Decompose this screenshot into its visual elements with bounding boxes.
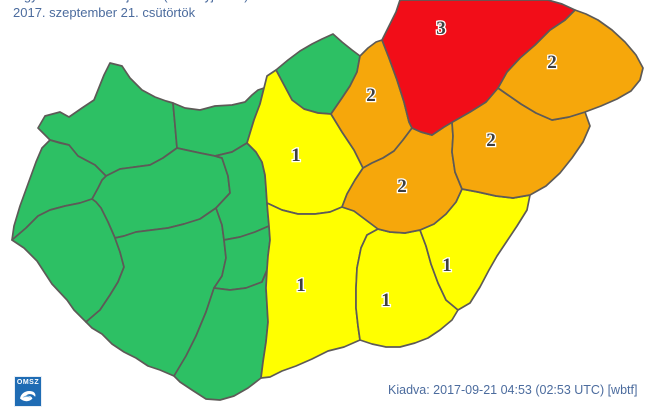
warning-level-label-szabolcs-szatmar-bereg: 2: [547, 52, 557, 73]
warning-level-label-jasz-nagykun-szolnok: 2: [397, 176, 407, 197]
date-line: 2017. szeptember 21. csütörtök: [13, 5, 196, 20]
omsz-logo: OMSZ: [14, 376, 42, 407]
warning-level-label-pest: 1: [291, 145, 301, 166]
issued-line: Kiadva: 2017-09-21 04:53 (02:53 UTC) [wb…: [388, 383, 638, 397]
warning-level-label-heves: 2: [366, 85, 376, 106]
county-baranya: [173, 269, 269, 401]
warning-level-label-borsod-abauj-zemplen: 3: [436, 18, 446, 39]
county-borsod-abauj-zemplen: [381, 0, 576, 136]
warning-level-label-hajdu-bihar: 2: [486, 130, 496, 151]
omsz-logo-text: OMSZ: [16, 379, 40, 386]
county-zala: [11, 198, 125, 323]
page-title-clipped: Figyelmeztető előrejelzés (veszélyjelzés…: [13, 0, 249, 3]
warning-level-label-bacs-kiskun: 1: [296, 275, 306, 296]
wave-icon: [20, 390, 36, 402]
warning-level-label-csongrad: 1: [381, 290, 391, 311]
warning-level-label-bekes: 1: [442, 255, 452, 276]
